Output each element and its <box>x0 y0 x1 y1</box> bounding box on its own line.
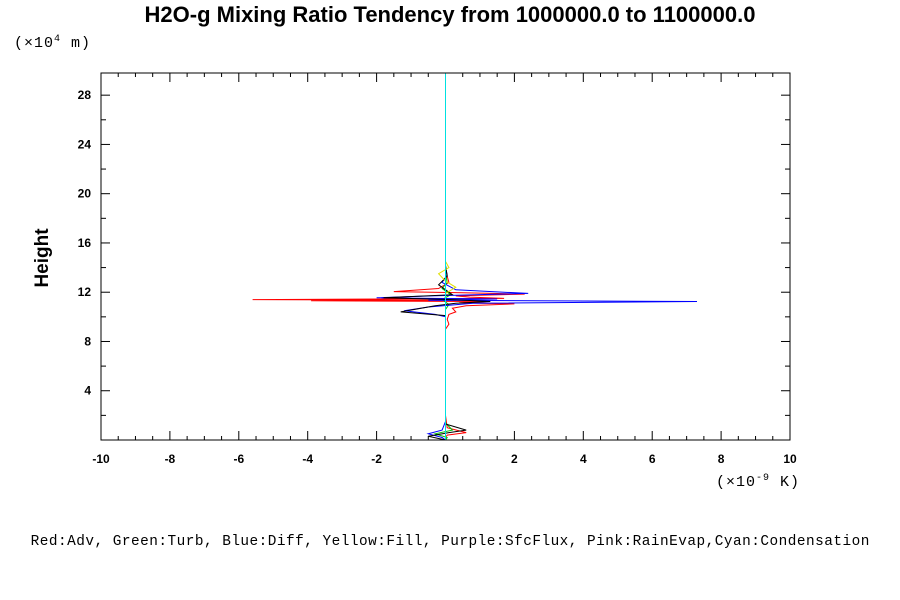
series-line-0 <box>252 73 525 440</box>
x-tick-label: 4 <box>580 452 587 466</box>
x-tick-label: 2 <box>511 452 518 466</box>
y-tick-label: 12 <box>78 285 92 299</box>
plot-frame <box>100 72 791 441</box>
y-tick-label: 24 <box>78 137 92 151</box>
series-group <box>252 73 698 441</box>
x-tick-label: -10 <box>92 452 110 466</box>
y-tick-label: 16 <box>78 236 92 250</box>
y-tick-label: 4 <box>84 384 91 398</box>
y-tick-label: 20 <box>78 187 92 201</box>
y-axis-unit: (×104 m) <box>14 34 91 52</box>
y-tick-label: 28 <box>78 88 92 102</box>
series-line-1 <box>433 73 454 441</box>
x-tick-label: -2 <box>371 452 382 466</box>
x-tick-label: -8 <box>165 452 176 466</box>
x-tick-label: 6 <box>649 452 656 466</box>
x-tick-label: 8 <box>718 452 725 466</box>
x-tick-label: 10 <box>783 452 797 466</box>
x-tick-label: -4 <box>302 452 313 466</box>
y-unit-tail: m) <box>61 35 92 52</box>
y-unit-base: (×10 <box>14 35 55 52</box>
x-axis-unit: (×10-9 K) <box>716 473 800 491</box>
x-unit-exponent: -9 <box>756 473 771 484</box>
x-unit-tail: K) <box>770 474 801 491</box>
series-line-4 <box>437 73 457 440</box>
chart-title: H2O-g Mixing Ratio Tendency from 1000000… <box>144 2 756 27</box>
x-tick-label: -6 <box>233 452 244 466</box>
series-line-2 <box>376 73 698 441</box>
y-tick-label: 8 <box>84 334 91 348</box>
x-unit-base: (×10 <box>716 474 757 491</box>
y-unit-exponent: 4 <box>54 34 62 45</box>
series-line-3 <box>383 73 491 441</box>
legend-text: Red:Adv, Green:Turb, Blue:Diff, Yellow:F… <box>30 533 870 550</box>
x-tick-label: 0 <box>442 452 449 466</box>
